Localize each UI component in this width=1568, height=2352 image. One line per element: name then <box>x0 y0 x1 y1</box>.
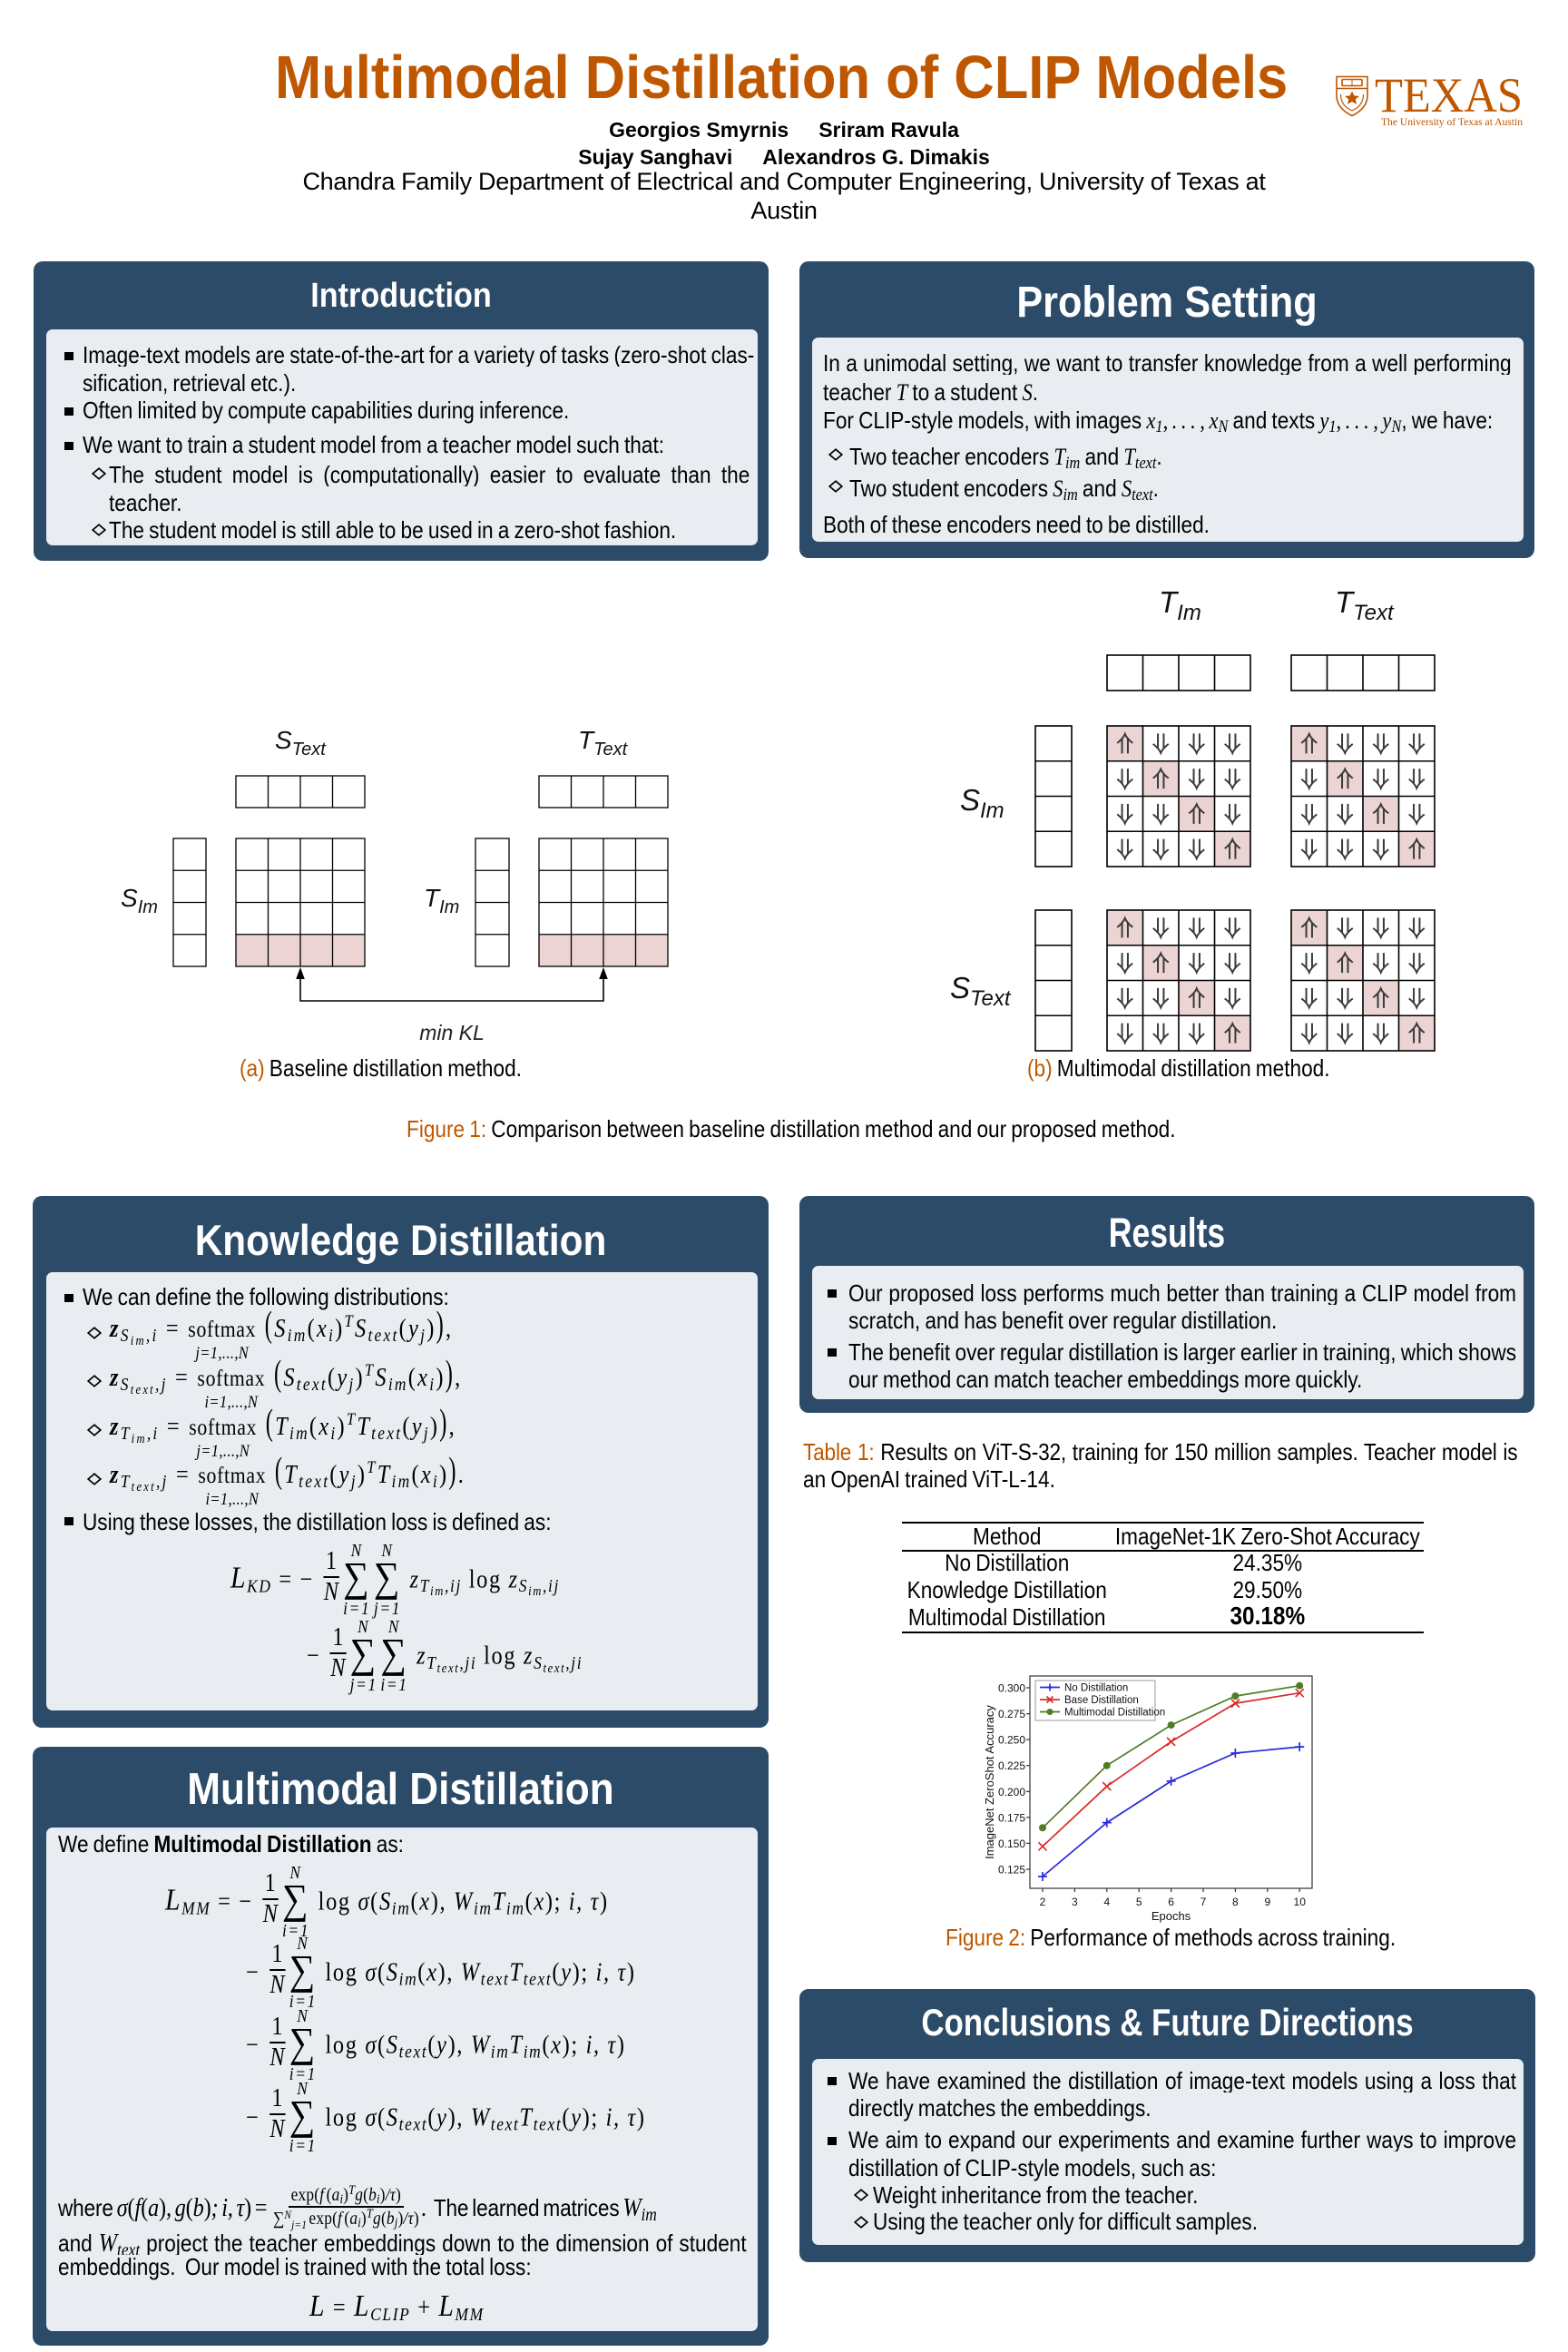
svg-text:Base Distillation: Base Distillation <box>1064 1695 1139 1706</box>
svg-text:8: 8 <box>1232 1896 1239 1908</box>
svg-text:0.200: 0.200 <box>998 1786 1025 1798</box>
svg-text:TText: TText <box>578 726 629 760</box>
svg-text:3: 3 <box>1072 1896 1078 1908</box>
svg-text:2: 2 <box>1040 1896 1046 1908</box>
svg-text:7: 7 <box>1200 1896 1207 1908</box>
svg-text:0.150: 0.150 <box>998 1838 1025 1850</box>
svg-text:TIm: TIm <box>424 884 459 917</box>
svg-text:TEXAS: TEXAS <box>1375 74 1523 122</box>
svg-text:Epochs: Epochs <box>1152 1909 1191 1923</box>
svg-text:0.250: 0.250 <box>998 1734 1025 1747</box>
svg-text:Multimodal Distillation: Multimodal Distillation <box>1064 1708 1165 1719</box>
svg-text:ImageNet ZeroShot Accuracy: ImageNet ZeroShot Accuracy <box>983 1705 996 1859</box>
svg-text:6: 6 <box>1168 1896 1174 1908</box>
svg-text:9: 9 <box>1264 1896 1270 1908</box>
svg-text:TIm: TIm <box>1159 585 1201 625</box>
svg-text:0.300: 0.300 <box>998 1682 1025 1695</box>
svg-text:SIm: SIm <box>960 783 1004 823</box>
svg-text:TText: TText <box>1335 585 1395 625</box>
svg-text:The University of Texas at Aus: The University of Texas at Austin <box>1381 115 1523 128</box>
svg-text:10: 10 <box>1294 1896 1307 1908</box>
svg-text:No Distillation: No Distillation <box>1064 1683 1128 1694</box>
svg-text:SText: SText <box>275 726 327 760</box>
svg-text:0.275: 0.275 <box>998 1708 1025 1720</box>
svg-text:4: 4 <box>1103 1896 1110 1908</box>
svg-text:SText: SText <box>950 971 1012 1011</box>
svg-text:5: 5 <box>1136 1896 1142 1908</box>
svg-text:min KL: min KL <box>419 1021 485 1044</box>
svg-text:0.125: 0.125 <box>998 1864 1025 1877</box>
svg-text:SIm: SIm <box>121 884 158 917</box>
svg-text:0.225: 0.225 <box>998 1759 1025 1772</box>
svg-text:0.175: 0.175 <box>998 1811 1025 1824</box>
